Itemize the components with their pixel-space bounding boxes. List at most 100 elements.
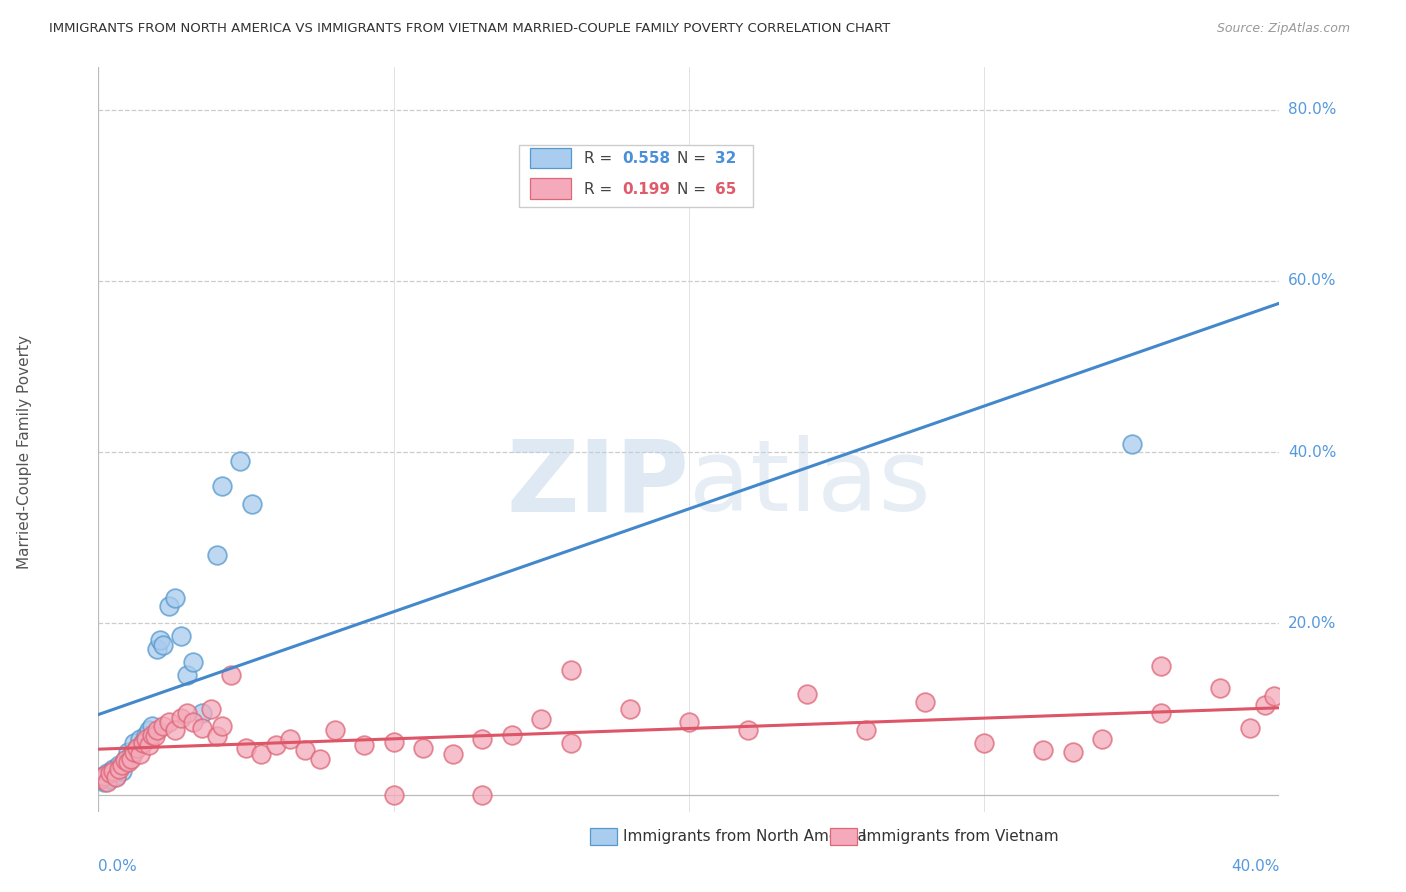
Point [143,730,166,744]
Point [796,687,818,701]
Point [120,749,142,764]
Text: 0.558: 0.558 [623,151,671,166]
Text: 65: 65 [716,182,737,197]
Point [117,745,139,759]
Point [471,731,494,746]
Point [114,753,136,767]
Point [1121,436,1143,450]
Point [93,774,115,789]
Point [152,719,174,733]
Point [1239,721,1261,735]
Text: IMMIGRANTS FROM NORTH AMERICA VS IMMIGRANTS FROM VIETNAM MARRIED-COUPLE FAMILY P: IMMIGRANTS FROM NORTH AMERICA VS IMMIGRA… [49,22,890,36]
Point [165,591,187,605]
Point [235,740,257,755]
Point [108,757,131,772]
Point [93,769,115,783]
Point [135,728,157,742]
Point [323,723,346,738]
Text: Source: ZipAtlas.com: Source: ZipAtlas.com [1216,22,1350,36]
Point [117,755,139,769]
Point [122,745,145,759]
Point [125,740,148,755]
Point [165,723,187,738]
Point [501,728,523,742]
Text: ZIP: ZIP [506,435,689,533]
Point [120,751,142,765]
Point [280,731,302,746]
Point [105,769,128,783]
Text: 20.0%: 20.0% [1288,615,1337,631]
Point [138,738,160,752]
Point [737,723,759,738]
Point [146,642,169,657]
Point [128,731,150,746]
Point [1209,681,1232,695]
Text: N =: N = [678,182,711,197]
Text: 80.0%: 80.0% [1288,103,1337,117]
Point [141,728,163,742]
Point [441,747,464,761]
Text: Immigrants from Vietnam: Immigrants from Vietnam [862,830,1059,845]
Point [96,774,118,789]
Point [240,496,263,510]
Text: R =: R = [585,151,617,166]
Point [560,736,582,750]
Point [108,762,131,776]
Point [229,453,252,467]
Point [382,734,405,748]
Point [132,736,155,750]
Point [111,757,134,772]
Point [221,667,243,681]
Point [176,706,198,721]
Point [181,714,204,729]
Point [132,736,155,750]
Point [191,721,214,735]
Point [1091,731,1114,746]
Point [619,702,641,716]
Point [973,736,995,750]
Point [181,655,204,669]
Point [560,664,582,678]
Text: 0.0%: 0.0% [98,859,138,874]
Point [103,762,125,776]
Point [114,753,136,767]
Point [98,772,121,787]
Point [309,751,332,765]
Point [105,771,128,785]
Point [125,740,148,755]
Text: 32: 32 [716,151,737,166]
Point [1263,689,1285,703]
Point [135,731,157,746]
Point [128,747,150,761]
Point [200,702,222,716]
Point [176,667,198,681]
Point [1254,698,1277,712]
Point [98,766,121,780]
Point [205,730,228,744]
Point [90,771,112,785]
Text: 40.0%: 40.0% [1288,444,1337,459]
Text: atlas: atlas [689,435,931,533]
Point [471,788,494,802]
Point [149,633,172,648]
Text: 0.199: 0.199 [623,182,671,197]
Point [1032,743,1054,757]
Point [111,764,134,778]
Point [353,738,375,752]
Point [146,723,169,738]
Point [157,599,180,614]
Point [103,764,125,778]
Text: Immigrants from North America: Immigrants from North America [623,830,866,845]
Point [191,706,214,721]
Point [211,719,233,733]
Text: N =: N = [678,151,711,166]
Point [914,695,936,709]
Point [1062,745,1084,759]
Text: 60.0%: 60.0% [1288,274,1337,288]
Point [1150,659,1173,673]
Point [122,736,145,750]
Point [855,723,877,738]
Point [294,743,316,757]
Point [530,712,553,726]
Text: R =: R = [585,182,617,197]
